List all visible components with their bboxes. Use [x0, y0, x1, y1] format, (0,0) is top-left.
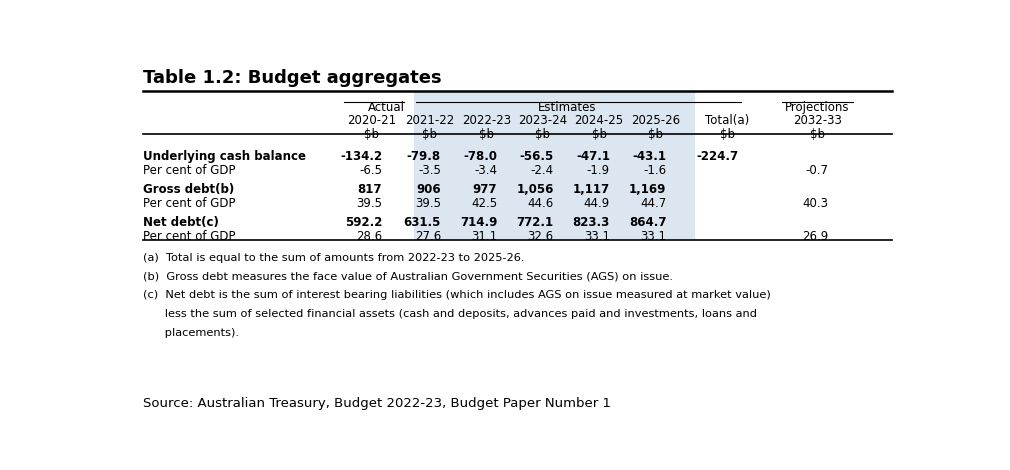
Text: 823.3: 823.3 — [573, 216, 610, 229]
Text: -43.1: -43.1 — [632, 150, 667, 163]
Text: 42.5: 42.5 — [471, 197, 497, 210]
Text: 44.6: 44.6 — [527, 197, 553, 210]
Text: Gross debt(b): Gross debt(b) — [143, 183, 234, 196]
Text: Per cent of GDP: Per cent of GDP — [143, 230, 236, 243]
Text: 33.1: 33.1 — [640, 230, 667, 243]
Text: (b)  Gross debt measures the face value of Australian Government Securities (AGS: (b) Gross debt measures the face value o… — [143, 271, 674, 282]
Text: -1.6: -1.6 — [643, 164, 667, 177]
Text: $b: $b — [720, 128, 735, 141]
Text: 2023-24: 2023-24 — [518, 114, 568, 126]
Text: 40.3: 40.3 — [802, 197, 828, 210]
Text: -47.1: -47.1 — [576, 150, 610, 163]
Text: -224.7: -224.7 — [696, 150, 738, 163]
Text: 2024-25: 2024-25 — [575, 114, 623, 126]
Text: 2032-33: 2032-33 — [793, 114, 842, 126]
Text: 44.7: 44.7 — [640, 197, 667, 210]
Text: $b: $b — [592, 128, 607, 141]
Text: Table 1.2: Budget aggregates: Table 1.2: Budget aggregates — [143, 69, 442, 87]
Text: 714.9: 714.9 — [460, 216, 497, 229]
Text: (c)  Net debt is the sum of interest bearing liabilities (which includes AGS on : (c) Net debt is the sum of interest bear… — [143, 290, 772, 300]
Text: $b: $b — [535, 128, 550, 141]
Bar — [414, 91, 695, 240]
Text: $b: $b — [364, 128, 379, 141]
Text: -0.7: -0.7 — [805, 164, 828, 177]
Text: 39.5: 39.5 — [415, 197, 441, 210]
Text: Per cent of GDP: Per cent of GDP — [143, 164, 236, 177]
Text: Underlying cash balance: Underlying cash balance — [143, 150, 306, 163]
Text: 31.1: 31.1 — [471, 230, 497, 243]
Text: 1,169: 1,169 — [629, 183, 667, 196]
Text: Projections: Projections — [785, 101, 849, 114]
Text: 772.1: 772.1 — [516, 216, 553, 229]
Text: 33.1: 33.1 — [584, 230, 610, 243]
Text: 631.5: 631.5 — [404, 216, 441, 229]
Text: -2.4: -2.4 — [530, 164, 553, 177]
Text: Estimates: Estimates — [537, 101, 596, 114]
Text: Net debt(c): Net debt(c) — [143, 216, 219, 229]
Text: 2022-23: 2022-23 — [462, 114, 511, 126]
Text: 2025-26: 2025-26 — [631, 114, 680, 126]
Text: less the sum of selected financial assets (cash and deposits, advances paid and : less the sum of selected financial asset… — [143, 309, 758, 319]
Text: Per cent of GDP: Per cent of GDP — [143, 197, 236, 210]
Text: $b: $b — [810, 128, 825, 141]
Text: $b: $b — [647, 128, 663, 141]
Text: 32.6: 32.6 — [527, 230, 553, 243]
Text: 906: 906 — [416, 183, 441, 196]
Text: -3.5: -3.5 — [418, 164, 441, 177]
Text: 2021-22: 2021-22 — [405, 114, 455, 126]
Text: (a)  Total is equal to the sum of amounts from 2022-23 to 2025-26.: (a) Total is equal to the sum of amounts… — [143, 252, 525, 263]
Text: -134.2: -134.2 — [340, 150, 382, 163]
Text: 592.2: 592.2 — [344, 216, 382, 229]
Text: 1,056: 1,056 — [516, 183, 553, 196]
Text: 26.9: 26.9 — [802, 230, 828, 243]
Text: $b: $b — [479, 128, 494, 141]
Text: 817: 817 — [358, 183, 382, 196]
Text: 44.9: 44.9 — [584, 197, 610, 210]
Text: Source: Australian Treasury, Budget 2022-23, Budget Paper Number 1: Source: Australian Treasury, Budget 2022… — [143, 397, 611, 410]
Text: placements).: placements). — [143, 328, 239, 338]
Text: $b: $b — [422, 128, 437, 141]
Text: Actual: Actual — [368, 101, 405, 114]
Text: -78.0: -78.0 — [464, 150, 497, 163]
Text: -1.9: -1.9 — [587, 164, 610, 177]
Text: -6.5: -6.5 — [360, 164, 382, 177]
Text: -3.4: -3.4 — [475, 164, 497, 177]
Text: 39.5: 39.5 — [357, 197, 382, 210]
Text: -79.8: -79.8 — [407, 150, 441, 163]
Text: 864.7: 864.7 — [629, 216, 667, 229]
Text: 2020-21: 2020-21 — [346, 114, 396, 126]
Text: 1,117: 1,117 — [573, 183, 610, 196]
Text: 27.6: 27.6 — [415, 230, 441, 243]
Text: -56.5: -56.5 — [519, 150, 553, 163]
Text: 28.6: 28.6 — [357, 230, 382, 243]
Text: Total(a): Total(a) — [705, 114, 749, 126]
Text: 977: 977 — [473, 183, 497, 196]
